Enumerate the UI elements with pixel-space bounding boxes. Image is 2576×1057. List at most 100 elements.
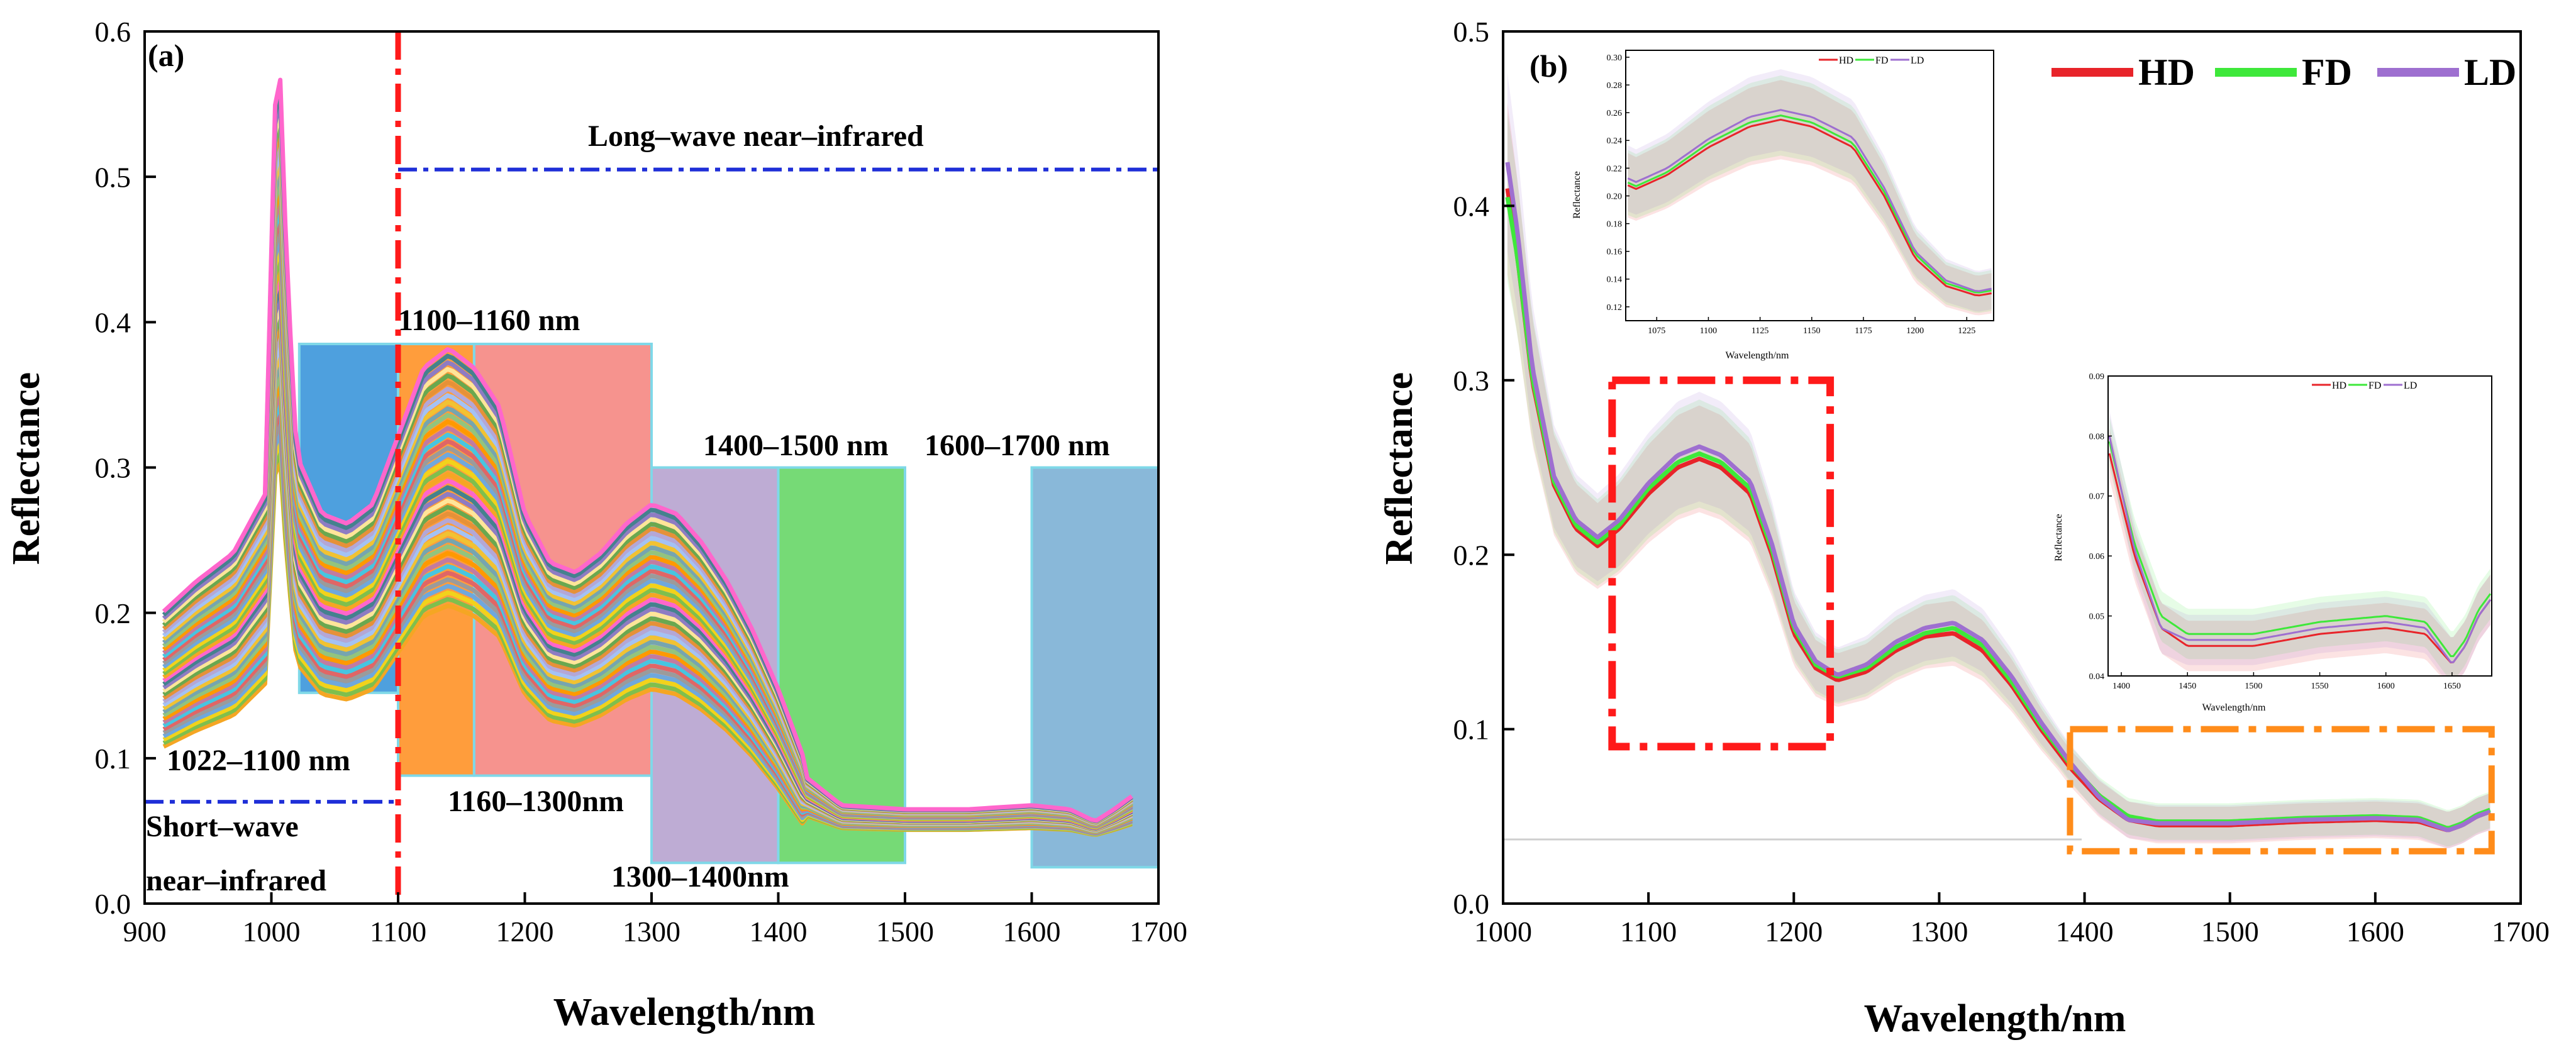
y-tick-label: 0.06 (2089, 552, 2105, 562)
inset-ticks: 1075 1100 1125 1150 1175 1200 1225 0.12 0.14 0.16… (1607, 53, 1976, 336)
y-tick-label: 0.30 (1607, 53, 1623, 63)
x-tick-label: 1500 (876, 916, 934, 948)
y-tick-label: 0.5 (95, 161, 131, 193)
x-tick-label: 1100 (1700, 326, 1717, 336)
inset-frame (1625, 50, 1994, 321)
inset-bands (2109, 411, 2490, 676)
x-tick-label: 1700 (1130, 916, 1187, 948)
inset-legend-ld: LD (1911, 55, 1924, 66)
long-wave-label: Long–wave near–infrared (588, 119, 924, 153)
y-tick-label: 0.5 (1453, 16, 1490, 48)
mean-line-ld (1627, 109, 1992, 292)
inset-frame (2107, 375, 2492, 677)
band-label-1100-1160: 1100–1160 nm (398, 304, 580, 337)
x-tick-label: 1700 (2492, 916, 2550, 948)
mean-line-fd (2108, 441, 2492, 657)
band-label-1600-1700: 1600–1700 nm (924, 429, 1110, 462)
panel-b: 1000 1100 1200 1300 1400 1500 1600 1700 0.0 0.1 0.… (1378, 16, 2550, 1040)
legend-label-fd: FD (2302, 52, 2352, 93)
x-tick-label: 1300 (623, 916, 680, 948)
band-label-1400-1500: 1400–1500 nm (703, 429, 889, 462)
y-tick-label: 0.4 (1453, 191, 1490, 223)
mean-line-hd (2108, 453, 2492, 663)
spectrum-line (162, 77, 1133, 823)
x-tick-label: 1125 (1752, 326, 1768, 336)
y-tick-label: 0.04 (2089, 672, 2105, 682)
x-tick-label: 1100 (370, 916, 426, 948)
y-axis-label-a: Reflectance (5, 372, 48, 565)
x-tick-label: 1550 (2311, 682, 2329, 691)
x-axis-label-b: Wavelength/nm (1864, 997, 2126, 1040)
x-tick-label: 1000 (243, 916, 301, 948)
x-tick-label: 1075 (1648, 326, 1665, 336)
inset-legend: HD FD LD (1819, 55, 1924, 66)
x-tick-label: 1400 (750, 916, 808, 948)
y-tick-label: 0.26 (1607, 109, 1623, 118)
x-tick-label: 1600 (1003, 916, 1061, 948)
y-tick-label: 0.0 (95, 888, 131, 920)
legend-label-hd: HD (2138, 52, 2195, 93)
y-tick-label: 0.2 (1453, 539, 1490, 571)
zoom-box-2 (2067, 726, 2495, 855)
x-tick-label: 1000 (1474, 916, 1532, 948)
mean-line-fd (1627, 114, 1992, 294)
inset-x-label: Wavelength/nm (2202, 702, 2266, 713)
region-guides (145, 31, 1158, 904)
y-tick-label: 0.24 (1607, 136, 1623, 146)
uncertainty-band-ld (1628, 69, 1992, 312)
x-tick-label: 1200 (1765, 916, 1823, 948)
spectra-lines (162, 77, 1133, 837)
legend-label-ld: LD (2464, 52, 2516, 93)
y-tick-label: 0.0 (1453, 888, 1490, 920)
uncertainty-band-ld (2109, 411, 2490, 676)
x-tick-label: 1150 (1803, 326, 1820, 336)
x-tick-label: 1175 (1855, 326, 1872, 336)
inset-legend-hd: HD (2332, 380, 2346, 391)
legend: HD FD LD (2051, 52, 2516, 93)
inset-ticks: 1400 1450 1500 1550 1600 1650 0.04 0.05 0.06 0.07… (2089, 372, 2461, 691)
inset-legend-fd: FD (1875, 55, 1888, 66)
x-tick-label: 1500 (2245, 682, 2262, 691)
y-tick-label: 0.3 (1453, 365, 1490, 397)
x-tick-label: 1400 (2056, 916, 2114, 948)
y-tick-label: 0.14 (1607, 275, 1623, 285)
y-tick-label: 0.12 (1607, 303, 1623, 313)
y-tick-label: 0.28 (1607, 81, 1623, 91)
y-tick-label: 0.6 (95, 16, 131, 48)
y-tick-label: 0.3 (95, 452, 131, 484)
band-label-1022-1100: 1022–1100 nm (167, 744, 350, 777)
inset-zoom-2: 1400 1450 1500 1550 1600 1650 0.04 0.05 0.06 0.07… (2053, 372, 2492, 713)
plot-frame (1502, 30, 2522, 905)
inset-x-label: Wavelength/nm (1726, 350, 1789, 361)
x-tick-label: 900 (123, 916, 167, 948)
x-tick-label: 1600 (2346, 916, 2404, 948)
x-tick-label: 1100 (1620, 916, 1677, 948)
mean-line-hd (1627, 118, 1992, 297)
y-tick-label: 0.1 (1453, 714, 1490, 746)
x-tick-label: 1500 (2201, 916, 2259, 948)
y-tick-label: 0.4 (95, 306, 131, 338)
band-label-1300-1400: 1300–1400nm (611, 860, 789, 894)
y-tick-label: 0.2 (95, 597, 131, 629)
x-tick-label: 1200 (496, 916, 554, 948)
x-tick-label: 1400 (2112, 682, 2130, 691)
y-tick-label: 0.07 (2089, 492, 2105, 502)
inset-y-label: Reflectance (1572, 171, 1582, 219)
panel-a: 900 1000 1100 1200 1300 1400 1500 1600 1700 0.0 0.… (5, 16, 1187, 1034)
axis-ticks: 900 1000 1100 1200 1300 1400 1500 1600 1700 0.0 0.… (95, 16, 1188, 948)
inset-background (1626, 50, 1994, 321)
y-tick-label: 0.16 (1607, 248, 1623, 257)
mean-spectra (1505, 162, 2491, 833)
x-tick-label: 1200 (1906, 326, 1924, 336)
inset-legend-fd: FD (2368, 380, 2381, 391)
x-tick-label: 1225 (1958, 326, 1975, 336)
mean-line-ld (2108, 436, 2492, 663)
x-tick-label: 1600 (2377, 682, 2395, 691)
inset-legend: HD FD LD (2312, 380, 2417, 391)
panel-label-b: (b) (1530, 48, 1568, 84)
inset-lines (1627, 109, 1992, 297)
inset-legend-ld: LD (2404, 380, 2417, 391)
y-tick-label: 0.18 (1607, 220, 1623, 230)
x-tick-label: 1450 (2179, 682, 2196, 691)
